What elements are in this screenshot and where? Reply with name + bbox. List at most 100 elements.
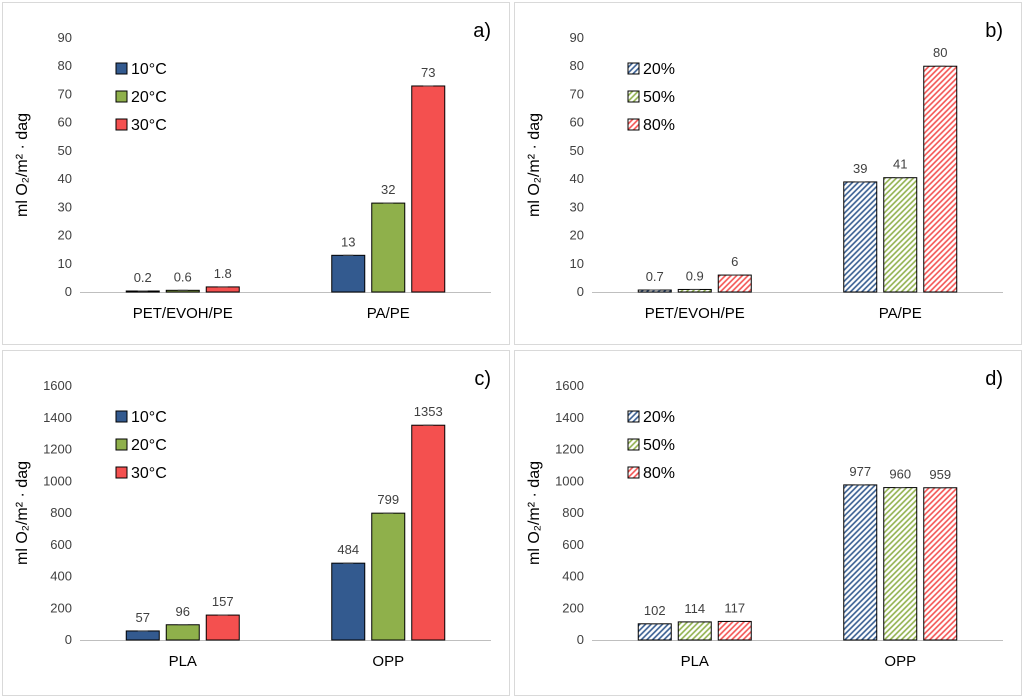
data-label: 6: [731, 254, 738, 269]
legend-label: 30°C: [131, 465, 167, 482]
y-tick-label: 1600: [43, 378, 72, 393]
bar-20°C-PA/PE: [371, 202, 406, 293]
bar-30°C-PLA: [205, 614, 240, 641]
y-tick-label: 1400: [43, 410, 72, 425]
x-category-label: PLA: [681, 653, 709, 670]
data-label: 80: [933, 45, 947, 60]
data-label: 32: [381, 182, 395, 197]
y-axis-label: ml O₂/m² · dag: [14, 461, 31, 565]
y-tick-label: 1200: [43, 442, 72, 457]
bar-50%-PLA: [677, 621, 712, 641]
panel-label: a): [473, 20, 491, 42]
data-label: 73: [421, 65, 435, 80]
y-tick-label: 40: [570, 171, 584, 186]
legend-label: 20°C: [131, 89, 167, 106]
y-tick-label: 30: [58, 199, 72, 214]
legend-swatch: [627, 466, 640, 479]
legend-label: 20°C: [131, 437, 167, 454]
legend-swatch: [115, 62, 128, 75]
bar-20°C-OPP: [371, 512, 406, 641]
chart-panel-a: 0 10 20 30 40 50 60 70 80 90 0.2 0.6 1.8 PET/EVOH/PE 1…: [2, 2, 510, 345]
chart-svg: 0 10 20 30 40 50 60 70 80 90 0.2 0.6 1.8 PET/EVOH/PE 1…: [14, 20, 491, 322]
y-tick-label: 400: [562, 569, 584, 584]
data-label: 799: [377, 492, 399, 507]
chart-panel-b: 0 10 20 30 40 50 60 70 80 90 0.7 0.9 6 PET/EVOH/PE 39 4…: [514, 2, 1022, 345]
data-label: 39: [853, 161, 867, 176]
y-axis-label: ml O₂/m² · dag: [14, 113, 31, 217]
legend-label: 30°C: [131, 117, 167, 134]
legend-swatch: [115, 410, 128, 423]
data-label: 102: [644, 603, 666, 618]
data-label: 96: [176, 604, 190, 619]
y-tick-label: 0: [577, 284, 584, 299]
y-tick-label: 50: [58, 143, 72, 158]
x-category-label: PET/EVOH/PE: [133, 305, 233, 322]
bar-30°C-PET/EVOH/PE: [205, 286, 240, 293]
y-tick-label: 50: [570, 143, 584, 158]
legend-swatch: [115, 118, 128, 131]
y-tick-label: 400: [50, 569, 72, 584]
data-label: 0.6: [174, 269, 192, 284]
data-label: 13: [341, 234, 355, 249]
bar-80%-PA/PE: [923, 65, 958, 293]
data-label: 959: [929, 467, 951, 482]
y-tick-label: 20: [570, 228, 584, 243]
data-label: 57: [136, 610, 150, 625]
bar-20%-PLA: [637, 623, 672, 641]
data-label: 41: [893, 157, 907, 172]
data-label: 0.2: [134, 270, 152, 285]
chart-svg: 0 200 400 600 800 1000 1200 1400 1600 102 114 117 PL…: [526, 368, 1003, 670]
y-tick-label: 20: [58, 228, 72, 243]
bar-10°C-OPP: [331, 562, 366, 641]
data-label: 114: [684, 601, 705, 616]
chart-svg: 0 200 400 600 800 1000 1200 1400 1600 57 96 157 PLA 4…: [14, 368, 491, 670]
data-label: 977: [849, 464, 871, 479]
y-tick-label: 90: [570, 30, 584, 45]
data-label: 0.9: [686, 268, 704, 283]
y-tick-label: 70: [570, 86, 584, 101]
y-tick-label: 800: [562, 505, 584, 520]
legend-swatch: [627, 118, 640, 131]
legend-label: 10°C: [131, 409, 167, 426]
panel-label: c): [474, 368, 491, 390]
legend-label: 50%: [643, 89, 675, 106]
data-label: 960: [889, 467, 911, 482]
x-category-label: PA/PE: [367, 305, 410, 322]
data-label: 157: [212, 594, 234, 609]
y-tick-label: 10: [58, 256, 72, 271]
legend-swatch: [627, 410, 640, 423]
data-label: 484: [337, 542, 359, 557]
legend-swatch: [115, 466, 128, 479]
y-tick-label: 60: [58, 115, 72, 130]
bar-20%-OPP: [843, 484, 878, 641]
y-axis-label: ml O₂/m² · dag: [526, 113, 543, 217]
y-tick-label: 600: [562, 537, 584, 552]
y-tick-label: 1400: [555, 410, 584, 425]
legend-label: 80%: [643, 117, 675, 134]
y-tick-label: 30: [570, 199, 584, 214]
y-tick-label: 10: [570, 256, 584, 271]
legend-label: 50%: [643, 437, 675, 454]
y-tick-label: 0: [65, 284, 72, 299]
y-tick-label: 70: [58, 86, 72, 101]
x-category-label: PA/PE: [879, 305, 922, 322]
panel-label: d): [985, 368, 1003, 390]
bar-80%-PLA: [717, 620, 752, 641]
bar-10°C-PA/PE: [331, 254, 366, 293]
legend-label: 80%: [643, 465, 675, 482]
y-tick-label: 200: [50, 600, 72, 615]
data-label: 117: [724, 600, 745, 615]
y-tick-label: 200: [562, 600, 584, 615]
y-tick-label: 0: [577, 632, 584, 647]
y-tick-label: 90: [58, 30, 72, 45]
bar-50%-OPP: [883, 487, 918, 641]
y-tick-label: 40: [58, 171, 72, 186]
panel-label: b): [985, 20, 1003, 42]
chart-svg: 0 10 20 30 40 50 60 70 80 90 0.7 0.9 6 PET/EVOH/PE 39 4…: [526, 20, 1003, 322]
legend-label: 20%: [643, 61, 675, 78]
chart-panel-d: 0 200 400 600 800 1000 1200 1400 1600 102 114 117 PL…: [514, 350, 1022, 696]
x-category-label: OPP: [884, 653, 916, 670]
data-label: 0.7: [646, 269, 664, 284]
legend-swatch: [115, 438, 128, 451]
x-category-label: PLA: [169, 653, 197, 670]
